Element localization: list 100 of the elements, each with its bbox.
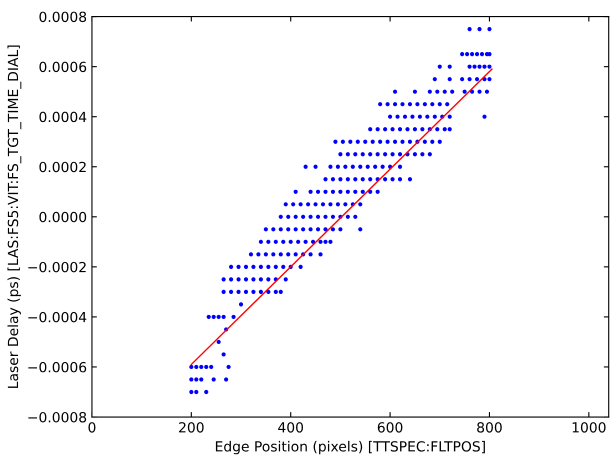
point xyxy=(343,164,348,169)
point xyxy=(278,227,283,232)
point xyxy=(304,164,308,169)
point xyxy=(477,27,482,32)
point xyxy=(316,227,320,232)
x-tick-label: 400 xyxy=(278,422,304,433)
point xyxy=(248,252,254,256)
point xyxy=(266,277,270,282)
point xyxy=(212,314,216,319)
point xyxy=(301,214,306,219)
point xyxy=(338,190,342,194)
point xyxy=(392,102,398,106)
x-tick-label: 1000 xyxy=(572,422,606,433)
point xyxy=(425,114,430,119)
point xyxy=(222,277,226,282)
point xyxy=(366,164,370,169)
point xyxy=(308,252,313,256)
point xyxy=(412,127,418,132)
point xyxy=(298,202,303,206)
point xyxy=(353,214,358,219)
point xyxy=(294,227,298,232)
point xyxy=(482,114,487,119)
point xyxy=(390,152,395,156)
point xyxy=(338,152,342,156)
point xyxy=(462,90,467,94)
point xyxy=(430,140,434,144)
point xyxy=(420,127,424,132)
point xyxy=(474,52,480,56)
point xyxy=(428,152,432,156)
point xyxy=(468,64,472,69)
point xyxy=(251,264,256,269)
point xyxy=(244,277,248,282)
point xyxy=(412,152,418,156)
point xyxy=(228,290,234,294)
point xyxy=(281,240,286,244)
point xyxy=(328,240,333,244)
y-tick-label: −0.0008 xyxy=(28,412,86,422)
point xyxy=(320,202,326,206)
point xyxy=(400,140,405,144)
point xyxy=(330,214,336,219)
point xyxy=(236,277,241,282)
point xyxy=(189,390,194,394)
y-tick-label: 0.0000 xyxy=(39,212,86,222)
y-tick-label: −0.0004 xyxy=(28,312,86,322)
point xyxy=(294,214,298,219)
point xyxy=(428,90,432,94)
point xyxy=(274,240,278,244)
point xyxy=(251,277,256,282)
point xyxy=(330,227,336,232)
point xyxy=(338,177,342,182)
point xyxy=(408,102,412,106)
point xyxy=(328,202,333,206)
point xyxy=(189,377,194,382)
point xyxy=(194,390,198,394)
point xyxy=(390,177,395,182)
point xyxy=(378,140,382,144)
point xyxy=(450,90,454,94)
point xyxy=(445,102,450,106)
point xyxy=(206,314,211,319)
point xyxy=(358,227,362,232)
point xyxy=(346,152,350,156)
point xyxy=(418,114,422,119)
point xyxy=(346,190,350,194)
point xyxy=(487,77,492,82)
point xyxy=(194,377,198,382)
point xyxy=(353,177,358,182)
point xyxy=(353,190,358,194)
point xyxy=(400,102,405,106)
point xyxy=(383,127,388,132)
point xyxy=(386,140,390,144)
point xyxy=(228,277,234,282)
x-tick-label: 800 xyxy=(477,422,502,433)
point xyxy=(294,190,298,194)
point xyxy=(338,227,342,232)
point xyxy=(316,190,320,194)
point xyxy=(216,340,221,344)
point xyxy=(318,240,323,244)
point xyxy=(363,140,368,144)
point xyxy=(435,90,440,94)
point xyxy=(244,264,248,269)
point xyxy=(264,252,268,256)
point xyxy=(448,77,452,82)
point xyxy=(308,227,313,232)
point xyxy=(438,64,442,69)
point xyxy=(224,377,228,382)
point xyxy=(236,290,241,294)
point xyxy=(368,127,372,132)
point xyxy=(408,140,412,144)
point xyxy=(470,52,474,56)
point xyxy=(281,264,286,269)
point xyxy=(336,164,340,169)
point xyxy=(258,290,263,294)
point xyxy=(422,140,427,144)
point xyxy=(266,264,270,269)
point xyxy=(480,52,484,56)
point xyxy=(430,102,434,106)
point xyxy=(370,140,375,144)
point xyxy=(438,102,442,106)
point xyxy=(398,127,402,132)
point xyxy=(405,127,410,132)
